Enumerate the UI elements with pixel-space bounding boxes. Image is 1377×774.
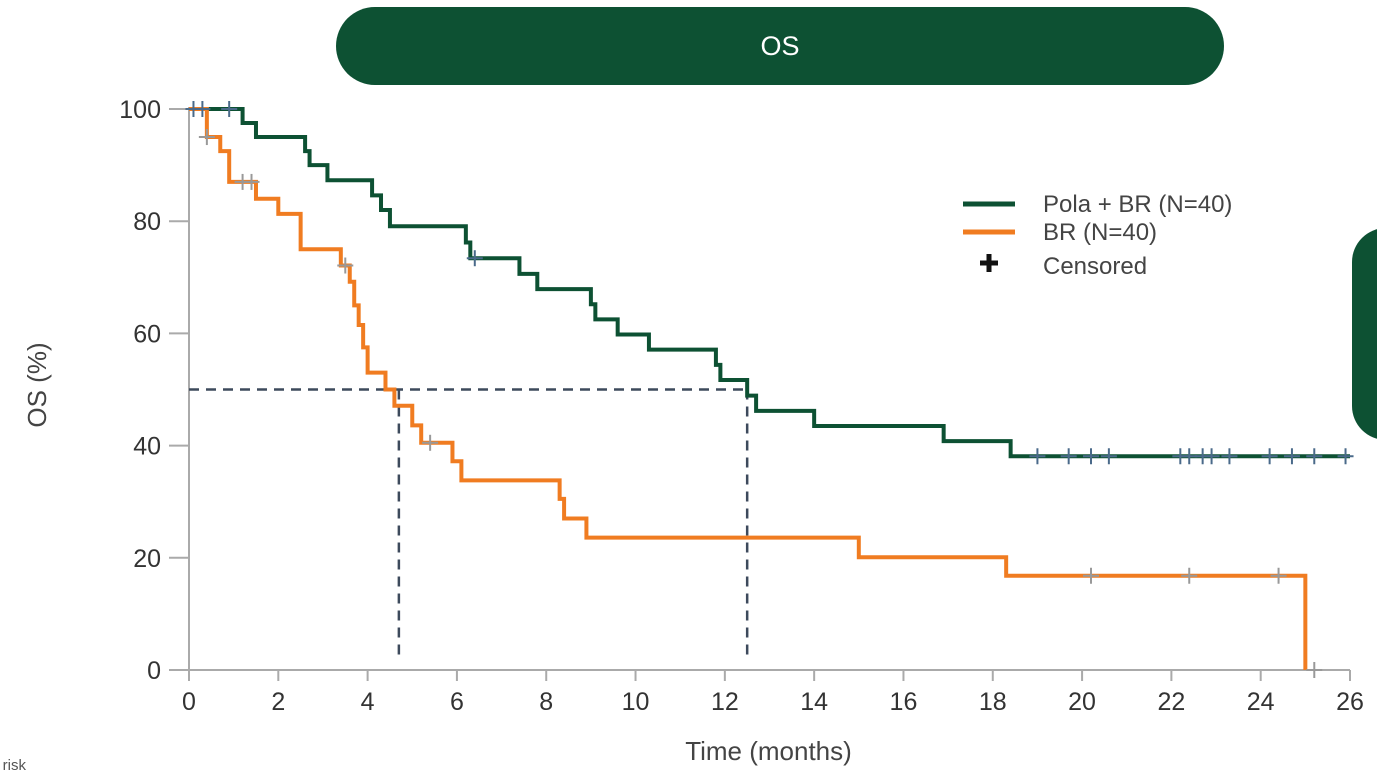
legend-label: Censored: [1043, 253, 1147, 280]
y-tick-label: 60: [133, 320, 161, 348]
censor-marks: [185, 101, 1354, 678]
x-tick-label: 12: [711, 688, 739, 716]
legend-label: BR (N=40): [1043, 219, 1157, 246]
x-tick-label: 4: [361, 688, 375, 716]
y-tick-label: 80: [133, 208, 161, 236]
x-tick-label: 18: [979, 688, 1007, 716]
os-header-banner: OS: [336, 7, 1224, 85]
y-tick-label: 20: [133, 545, 161, 573]
legend-label: Pola + BR (N=40): [1043, 191, 1232, 218]
x-tick-label: 6: [450, 688, 464, 716]
survival-curves: [189, 107, 1350, 670]
y-tick-label: 100: [119, 96, 161, 124]
pola-br-curve: [189, 107, 1350, 459]
y-axis-title: OS (%): [22, 342, 52, 427]
x-tick-label: 2: [271, 688, 285, 716]
x-axis-title: Time (months): [685, 736, 852, 766]
br-curve: [189, 107, 1308, 670]
x-tick-label: 24: [1247, 688, 1275, 716]
side-info-card: [1352, 228, 1377, 440]
x-tick-label: 22: [1157, 688, 1185, 716]
os-header-title: OS: [760, 30, 800, 61]
chart-legend: Pola + BR (N=40)BR (N=40) Censored: [963, 191, 1232, 280]
x-tick-label: 26: [1336, 688, 1364, 716]
x-tick-label: 16: [890, 688, 918, 716]
y-tick-label: 40: [133, 433, 161, 461]
y-tick-label: 0: [147, 657, 161, 685]
x-tick-label: 20: [1068, 688, 1096, 716]
median-lines: [189, 388, 749, 660]
at-risk-label: at risk: [0, 757, 27, 774]
x-tick-label: 10: [622, 688, 650, 716]
x-tick-label: 14: [800, 688, 828, 716]
x-tick-label: 0: [182, 688, 196, 716]
x-tick-label: 8: [539, 688, 553, 716]
